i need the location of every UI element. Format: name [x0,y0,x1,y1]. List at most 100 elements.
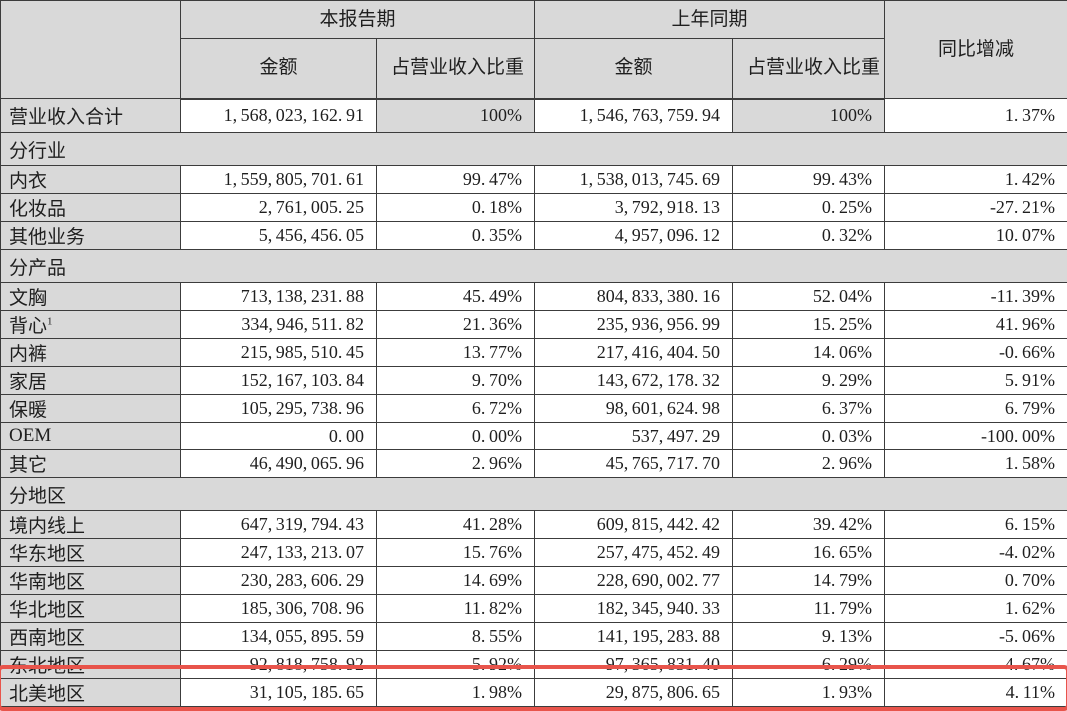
current-amount-cell: 247, 133, 213. 07 [181,539,377,567]
current-ratio-cell: 9. 70% [377,367,535,395]
yoy-cell: -11. 39% [885,283,1067,311]
footnote-marker: 1 [47,316,53,328]
prior-ratio-cell: 1. 93% [733,679,885,707]
current-ratio-cell: 11. 82% [377,595,535,623]
prior-amount-cell: 1, 538, 013, 745. 69 [535,166,733,194]
yoy-cell: 1. 42% [885,166,1067,194]
yoy-cell: 6. 15% [885,511,1067,539]
row-label: 华北地区 [1,595,181,623]
yoy-cell: 1. 62% [885,595,1067,623]
prior-ratio-cell: 14. 79% [733,567,885,595]
current-amount-header: 金额 [181,39,377,99]
current-ratio-cell: 6. 72% [377,395,535,423]
row-label: 东北地区 [1,651,181,679]
yoy-cell: 10. 07% [885,222,1067,250]
row-label: 西南地区 [1,623,181,651]
table-row: 内衣 1, 559, 805, 701. 61 99. 47% 1, 538, … [1,166,1067,194]
prior-ratio-cell: 6. 37% [733,395,885,423]
prior-amount-cell: 45, 765, 717. 70 [535,450,733,478]
prior-amount-cell: 4, 957, 096. 12 [535,222,733,250]
row-label: 北美地区 [1,679,181,707]
row-label: 内裤 [1,339,181,367]
prior-ratio-cell: 15. 25% [733,311,885,339]
yoy-cell: -27. 21% [885,194,1067,222]
prior-ratio-cell: 39. 42% [733,511,885,539]
current-ratio-cell: 14. 69% [377,567,535,595]
prior-ratio-cell: 100% [733,99,885,133]
row-label: 家居 [1,367,181,395]
prior-ratio-cell: 99. 43% [733,166,885,194]
table-row: 华北地区 185, 306, 708. 96 11. 82% 182, 345,… [1,595,1067,623]
prior-ratio-cell: 0. 25% [733,194,885,222]
table-row: 西南地区 134, 055, 895. 59 8. 55% 141, 195, … [1,623,1067,651]
prior-ratio-cell: 11. 79% [733,595,885,623]
current-ratio-cell: 45. 49% [377,283,535,311]
table-row: 其他业务 5, 456, 456. 05 0. 35% 4, 957, 096.… [1,222,1067,250]
table-row-highlighted: 北美地区 31, 105, 185. 65 1. 98% 29, 875, 80… [1,679,1067,707]
yoy-cell: 1. 58% [885,450,1067,478]
prior-amount-cell: 235, 936, 956. 99 [535,311,733,339]
current-period-header: 本报告期 [181,1,535,39]
prior-amount-cell: 804, 833, 380. 16 [535,283,733,311]
table-row: 境内线上 647, 319, 794. 43 41. 28% 609, 815,… [1,511,1067,539]
table-row: 化妆品 2, 761, 005. 25 0. 18% 3, 792, 918. … [1,194,1067,222]
row-label: OEM [1,423,181,450]
section-row-industry: 分行业 [1,133,1067,166]
current-amount-cell: 5, 456, 456. 05 [181,222,377,250]
row-label: 境内线上 [1,511,181,539]
prior-period-header: 上年同期 [535,1,885,39]
row-label: 华东地区 [1,539,181,567]
yoy-cell: 5. 91% [885,367,1067,395]
prior-ratio-cell: 14. 06% [733,339,885,367]
table-row: 华南地区 230, 283, 606. 29 14. 69% 228, 690,… [1,567,1067,595]
row-label: 营业收入合计 [1,99,181,133]
table-row: 文胸 713, 138, 231. 88 45. 49% 804, 833, 3… [1,283,1067,311]
current-amount-cell: 2, 761, 005. 25 [181,194,377,222]
corner-cell [1,1,181,99]
prior-amount-cell: 537, 497. 29 [535,423,733,450]
current-amount-cell: 92, 818, 758. 92 [181,651,377,679]
current-ratio-cell: 1. 98% [377,679,535,707]
current-ratio-cell: 99. 47% [377,166,535,194]
current-amount-cell: 134, 055, 895. 59 [181,623,377,651]
prior-ratio-cell: 0. 03% [733,423,885,450]
current-ratio-cell: 13. 77% [377,339,535,367]
section-row-product: 分产品 [1,250,1067,283]
table-row-total: 营业收入合计 1, 568, 023, 162. 91 100% 1, 546,… [1,99,1067,133]
prior-amount-cell: 609, 815, 442. 42 [535,511,733,539]
row-label: 华南地区 [1,567,181,595]
current-ratio-header: 占营业收入比重 [377,39,535,99]
prior-ratio-cell: 52. 04% [733,283,885,311]
table-row: OEM 0. 00 0. 00% 537, 497. 29 0. 03% -10… [1,423,1067,450]
row-label: 背心1 [1,311,181,339]
table-row: 家居 152, 167, 103. 84 9. 70% 143, 672, 17… [1,367,1067,395]
row-label: 保暖 [1,395,181,423]
current-ratio-cell: 0. 00% [377,423,535,450]
prior-amount-cell: 97, 365, 831. 40 [535,651,733,679]
section-label: 分行业 [1,133,1067,166]
current-ratio-cell: 21. 36% [377,311,535,339]
prior-amount-cell: 1, 546, 763, 759. 94 [535,99,733,133]
table-row: 保暖 105, 295, 738. 96 6. 72% 98, 601, 624… [1,395,1067,423]
prior-ratio-cell: 9. 13% [733,623,885,651]
prior-amount-cell: 29, 875, 806. 65 [535,679,733,707]
prior-ratio-cell: 2. 96% [733,450,885,478]
table-row: 其它 46, 490, 065. 96 2. 96% 45, 765, 717.… [1,450,1067,478]
prior-amount-cell: 141, 195, 283. 88 [535,623,733,651]
prior-ratio-header: 占营业收入比重 [733,39,885,99]
current-amount-cell: 1, 568, 023, 162. 91 [181,99,377,133]
section-label: 分地区 [1,478,1067,511]
yoy-cell: 0. 70% [885,567,1067,595]
row-label: 文胸 [1,283,181,311]
current-ratio-cell: 41. 28% [377,511,535,539]
current-ratio-cell: 0. 18% [377,194,535,222]
current-amount-cell: 647, 319, 794. 43 [181,511,377,539]
row-label-text: 背心 [9,316,47,337]
section-label: 分产品 [1,250,1067,283]
yoy-cell: -4. 67% [885,651,1067,679]
table-row: 华东地区 247, 133, 213. 07 15. 76% 257, 475,… [1,539,1067,567]
current-ratio-cell: 15. 76% [377,539,535,567]
prior-amount-cell: 143, 672, 178. 32 [535,367,733,395]
